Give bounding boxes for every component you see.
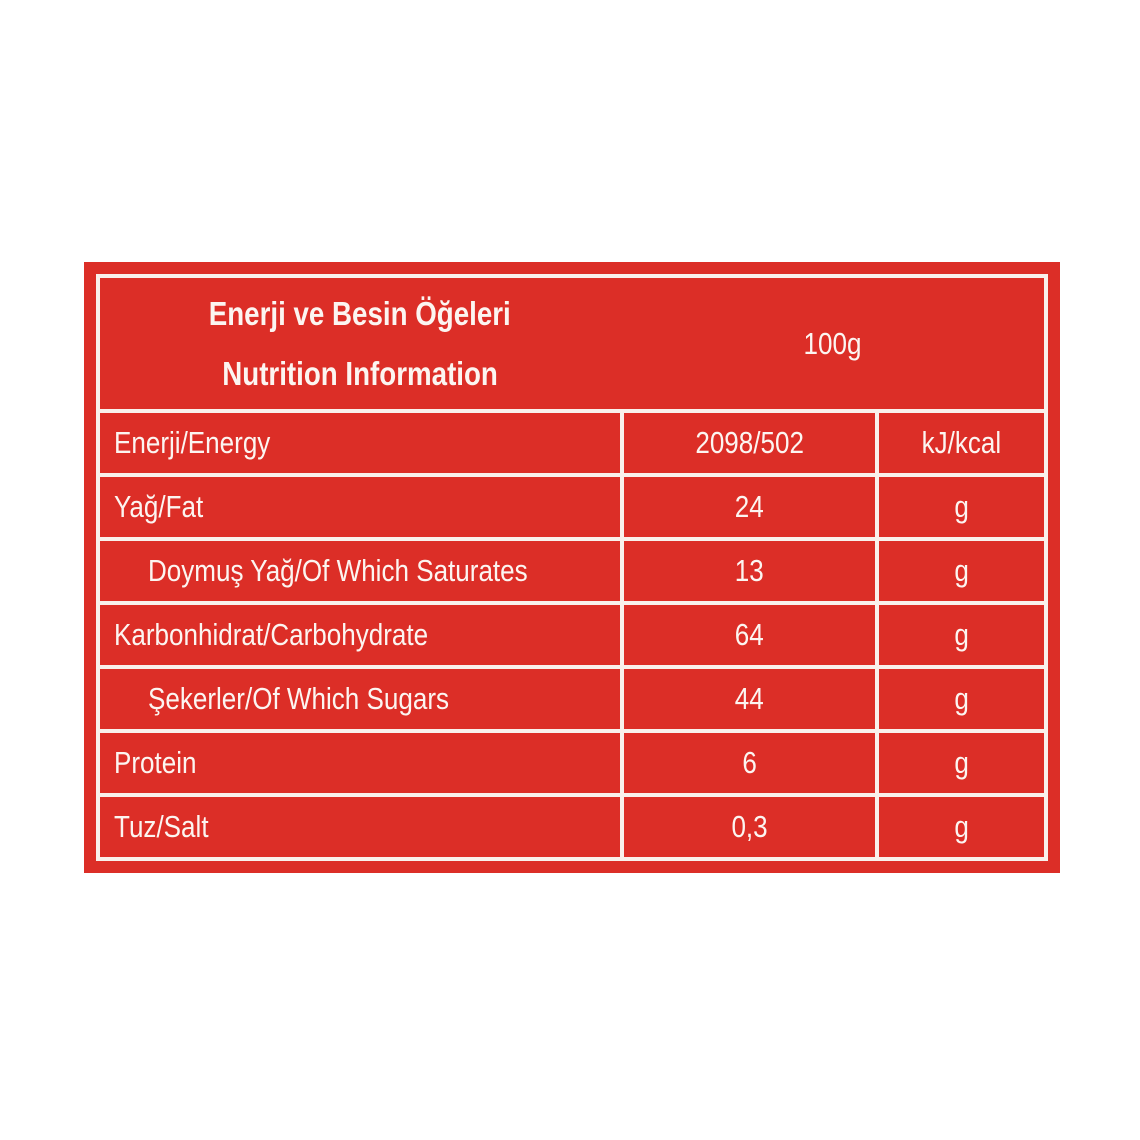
row-value-text: 0,3 (731, 809, 768, 844)
row-label: Tuz/Salt (100, 793, 621, 857)
row-label: Protein (100, 729, 621, 793)
row-unit-text: g (954, 809, 969, 844)
row-value: 44 (620, 665, 876, 729)
row-value-text: 2098/502 (695, 425, 804, 460)
nutrition-table: Enerji ve Besin Öğeleri Nutrition Inform… (84, 262, 1060, 873)
row-value: 13 (620, 537, 876, 601)
row-value: 24 (620, 473, 876, 537)
row-label: Doymuş Yağ/Of Which Saturates (100, 537, 621, 601)
row-value-text: 13 (735, 553, 765, 588)
row-unit: kJ/kcal (875, 409, 1044, 473)
row-value: 0,3 (620, 793, 876, 857)
row-unit: g (875, 601, 1044, 665)
row-label-text: Yağ/Fat (114, 489, 204, 524)
row-unit: g (875, 537, 1044, 601)
row-value: 2098/502 (620, 409, 876, 473)
row-label-text: Protein (114, 745, 197, 780)
row-label: Karbonhidrat/Carbohydrate (100, 601, 621, 665)
row-unit: g (875, 793, 1044, 857)
row-value-text: 44 (735, 681, 765, 716)
table-title-english: Nutrition Information (222, 354, 498, 392)
row-value: 6 (620, 729, 876, 793)
row-unit: g (875, 729, 1044, 793)
row-value: 64 (620, 601, 876, 665)
row-unit-text: kJ/kcal (921, 425, 1002, 460)
row-label-text: Doymuş Yağ/Of Which Saturates (148, 553, 528, 588)
row-unit: g (875, 665, 1044, 729)
row-label: Enerji/Energy (100, 409, 621, 473)
row-label-text: Tuz/Salt (114, 809, 209, 844)
row-value-text: 24 (735, 489, 765, 524)
row-unit-text: g (954, 617, 969, 652)
row-unit-text: g (954, 553, 969, 588)
row-unit: g (875, 473, 1044, 537)
row-label-text: Şekerler/Of Which Sugars (148, 681, 450, 716)
row-unit-text: g (954, 745, 969, 780)
serving-size-cell: 100g (620, 278, 1044, 409)
table-title-cell: Enerji ve Besin Öğeleri Nutrition Inform… (100, 278, 620, 409)
table-title-turkish: Enerji ve Besin Öğeleri (209, 294, 512, 332)
row-value-text: 6 (742, 745, 757, 780)
row-label-text: Enerji/Energy (114, 425, 271, 460)
row-label-text: Karbonhidrat/Carbohydrate (114, 617, 429, 652)
row-label: Şekerler/Of Which Sugars (100, 665, 621, 729)
nutrition-grid: Enerji ve Besin Öğeleri Nutrition Inform… (96, 274, 1048, 861)
row-unit-text: g (954, 681, 969, 716)
row-value-text: 64 (735, 617, 765, 652)
row-unit-text: g (954, 489, 969, 524)
row-label: Yağ/Fat (100, 473, 621, 537)
serving-size-label: 100g (803, 325, 862, 361)
